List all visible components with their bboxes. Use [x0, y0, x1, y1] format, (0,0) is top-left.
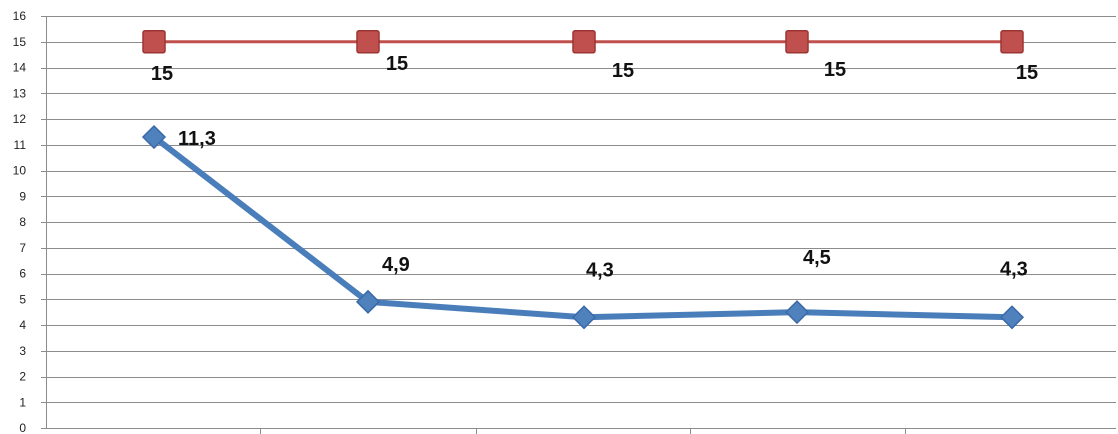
- y-tick-label-9: 9: [19, 189, 26, 203]
- series-1-point-4: [784, 300, 810, 325]
- y-tick-label-10: 10: [13, 164, 27, 178]
- y-tick-label-5: 5: [19, 292, 26, 306]
- series-2-data-label-2: 15: [386, 53, 408, 75]
- series-1-data-label-3: 4,3: [586, 259, 614, 281]
- series-1-point-5: [999, 305, 1025, 330]
- series-1-data-label-1: 11,3: [178, 128, 216, 150]
- series-2-data-label-1: 15: [151, 63, 173, 85]
- data-labels: 15 15 15 15 15 11,3 4,9 4,3 4,5 4,3: [151, 53, 1038, 282]
- series-2-point-2: [356, 30, 380, 54]
- series-2-data-label-4: 15: [824, 59, 846, 81]
- series-1-point-3: [571, 305, 597, 330]
- y-tick-label-12: 12: [13, 112, 27, 126]
- y-tick-label-0: 0: [19, 421, 26, 434]
- series-lines: [151, 40, 1015, 321]
- y-tick-label-7: 7: [19, 241, 26, 255]
- y-tick-label-15: 15: [13, 35, 27, 49]
- series-2-data-label-3: 15: [612, 60, 634, 82]
- series-2-point-3: [572, 30, 596, 54]
- series-markers: [141, 30, 1025, 330]
- y-tick-label-16: 16: [13, 9, 27, 23]
- series-1-data-label-4: 4,5: [803, 247, 831, 269]
- series-1-data-label-5: 4,3: [1000, 258, 1028, 280]
- series-2-point-4: [785, 30, 809, 54]
- gridlines: [46, 16, 1116, 403]
- series-2-point-1: [142, 30, 166, 54]
- y-tick-label-2: 2: [19, 370, 26, 384]
- series-1-point-1: [141, 124, 167, 150]
- series-2-point-5: [1000, 30, 1024, 54]
- y-tick-label-4: 4: [19, 318, 26, 332]
- y-tick-label-11: 11: [14, 138, 27, 152]
- series-1-data-label-2: 4,9: [382, 254, 410, 276]
- series-1-point-2: [355, 289, 381, 314]
- y-tick-label-3: 3: [19, 344, 26, 358]
- axes: [41, 16, 1116, 434]
- y-tick-label-8: 8: [19, 215, 26, 229]
- y-tick-label-13: 13: [13, 86, 27, 100]
- y-tick-label-6: 6: [19, 267, 26, 281]
- y-tick-label-14: 14: [13, 61, 27, 75]
- series-1-line: [151, 134, 1015, 321]
- series-2-data-label-5: 15: [1016, 62, 1038, 84]
- y-tick-label-1: 1: [19, 395, 26, 409]
